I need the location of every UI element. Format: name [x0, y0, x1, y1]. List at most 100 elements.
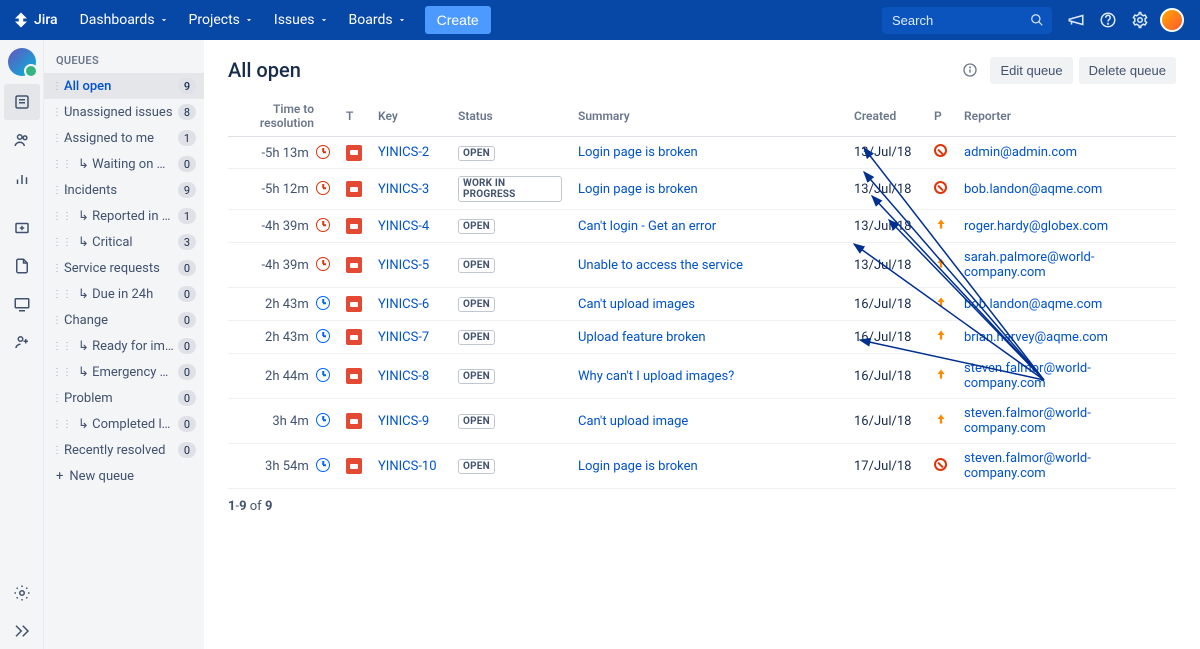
table-row[interactable]: 3h 4m YINICS-9OPENCan't upload image16/J… — [228, 399, 1176, 444]
col-key[interactable]: Key — [370, 96, 450, 137]
settings-icon[interactable] — [1124, 4, 1156, 36]
col-priority[interactable]: P — [926, 96, 956, 137]
issue-key-link[interactable]: YINICS-10 — [378, 459, 437, 474]
queue-item[interactable]: ⋮⋮Service requests0 — [44, 255, 204, 281]
search-input[interactable] — [882, 7, 1052, 34]
priority-high-icon — [934, 217, 948, 231]
reporter-link[interactable]: steven.falmor@world-company.com — [964, 406, 1091, 436]
drag-handle-icon[interactable]: ⋮⋮ — [52, 341, 60, 352]
queue-item[interactable]: ⋮⋮↳ Reported in the la…1 — [44, 203, 204, 229]
summary-link[interactable]: Upload feature broken — [578, 330, 706, 345]
summary-link[interactable]: Can't upload images — [578, 297, 695, 312]
reporter-link[interactable]: bob.landon@aqme.com — [964, 182, 1102, 197]
summary-link[interactable]: Unable to access the service — [578, 258, 743, 273]
col-status[interactable]: Status — [450, 96, 570, 137]
project-avatar[interactable] — [8, 48, 36, 76]
create-button[interactable]: Create — [425, 6, 491, 34]
drag-handle-icon[interactable]: ⋮⋮ — [52, 393, 60, 404]
rail-queues-icon[interactable] — [4, 84, 40, 120]
drag-handle-icon[interactable]: ⋮⋮ — [52, 315, 60, 326]
reporter-link[interactable]: bob.landon@aqme.com — [964, 297, 1102, 312]
col-ttr[interactable]: Time to resolution — [228, 96, 338, 137]
table-row[interactable]: 2h 43m YINICS-7OPENUpload feature broken… — [228, 321, 1176, 354]
summary-link[interactable]: Can't upload image — [578, 414, 688, 429]
drag-handle-icon[interactable]: ⋮⋮ — [52, 367, 60, 378]
summary-link[interactable]: Why can't I upload images? — [578, 369, 734, 384]
table-row[interactable]: 2h 43m YINICS-6OPENCan't upload images16… — [228, 288, 1176, 321]
table-row[interactable]: -4h 39m YINICS-5OPENUnable to access the… — [228, 243, 1176, 288]
delete-queue-button[interactable]: Delete queue — [1079, 57, 1176, 84]
issue-key-link[interactable]: YINICS-7 — [378, 330, 429, 345]
issue-key-link[interactable]: YINICS-2 — [378, 145, 429, 160]
col-type[interactable]: T — [338, 96, 370, 137]
summary-link[interactable]: Login page is broken — [578, 459, 698, 474]
info-icon[interactable] — [956, 56, 984, 84]
reporter-link[interactable]: roger.hardy@globex.com — [964, 219, 1108, 234]
queue-item[interactable]: ⋮⋮Unassigned issues8 — [44, 99, 204, 125]
rail-raise-icon[interactable] — [4, 210, 40, 246]
drag-handle-icon[interactable]: ⋮⋮ — [52, 419, 60, 430]
table-row[interactable]: -5h 12m YINICS-3WORK IN PROGRESSLogin pa… — [228, 169, 1176, 210]
queue-item[interactable]: ⋮⋮↳ Waiting on me0 — [44, 151, 204, 177]
issue-key-link[interactable]: YINICS-4 — [378, 219, 429, 234]
issue-key-link[interactable]: YINICS-5 — [378, 258, 429, 273]
reporter-link[interactable]: brian.harvey@aqme.com — [964, 330, 1108, 345]
edit-queue-button[interactable]: Edit queue — [990, 57, 1072, 84]
drag-handle-icon[interactable]: ⋮⋮ — [52, 289, 60, 300]
issue-key-link[interactable]: YINICS-9 — [378, 414, 429, 429]
queue-item[interactable]: ⋮⋮↳ Emergency change0 — [44, 359, 204, 385]
drag-handle-icon[interactable]: ⋮⋮ — [52, 133, 60, 144]
reporter-link[interactable]: steven.falmor@world-company.com — [964, 451, 1091, 481]
rail-reports-icon[interactable] — [4, 160, 40, 196]
drag-handle-icon[interactable]: ⋮⋮ — [52, 445, 60, 456]
summary-link[interactable]: Can't login - Get an error — [578, 219, 716, 234]
nav-boards[interactable]: Boards — [339, 0, 417, 40]
queue-item[interactable]: ⋮⋮All open9 — [44, 73, 204, 99]
nav-issues[interactable]: Issues — [264, 0, 339, 40]
col-summary[interactable]: Summary — [570, 96, 846, 137]
summary-link[interactable]: Login page is broken — [578, 182, 698, 197]
nav-projects[interactable]: Projects — [179, 0, 264, 40]
rail-customers-icon[interactable] — [4, 122, 40, 158]
jira-logo[interactable]: Jira — [12, 11, 58, 29]
nav-dashboards[interactable]: Dashboards — [70, 0, 179, 40]
megaphone-icon[interactable] — [1060, 4, 1092, 36]
table-row[interactable]: 3h 54m YINICS-10OPENLogin page is broken… — [228, 444, 1176, 489]
issue-key-link[interactable]: YINICS-6 — [378, 297, 429, 312]
drag-handle-icon[interactable]: ⋮⋮ — [52, 107, 60, 118]
queue-item[interactable]: ⋮⋮↳ Ready for implem…0 — [44, 333, 204, 359]
queue-item[interactable]: ⋮⋮↳ Completed last 3…0 — [44, 411, 204, 437]
drag-handle-icon[interactable]: ⋮⋮ — [52, 263, 60, 274]
queue-item[interactable]: ⋮⋮Problem0 — [44, 385, 204, 411]
queue-item[interactable]: ⋮⋮Assigned to me1 — [44, 125, 204, 151]
drag-handle-icon[interactable]: ⋮⋮ — [52, 237, 60, 248]
issue-key-link[interactable]: YINICS-8 — [378, 369, 429, 384]
rail-invite-icon[interactable] — [4, 324, 40, 360]
drag-handle-icon[interactable]: ⋮⋮ — [52, 211, 60, 222]
rail-collapse-icon[interactable] — [4, 613, 40, 649]
rail-kb-icon[interactable] — [4, 248, 40, 284]
queue-item[interactable]: ⋮⋮Incidents9 — [44, 177, 204, 203]
drag-handle-icon[interactable]: ⋮⋮ — [52, 159, 60, 170]
queue-item[interactable]: ⋮⋮Change0 — [44, 307, 204, 333]
rail-channels-icon[interactable] — [4, 286, 40, 322]
reporter-link[interactable]: admin@admin.com — [964, 145, 1077, 160]
reporter-link[interactable]: sarah.palmore@world-company.com — [964, 250, 1094, 280]
queue-item[interactable]: ⋮⋮↳ Critical3 — [44, 229, 204, 255]
table-row[interactable]: 2h 44m YINICS-8OPENWhy can't I upload im… — [228, 354, 1176, 399]
table-row[interactable]: -5h 13m YINICS-2OPENLogin page is broken… — [228, 137, 1176, 169]
table-row[interactable]: -4h 39m YINICS-4OPENCan't login - Get an… — [228, 210, 1176, 243]
new-queue-button[interactable]: + New queue — [44, 463, 204, 490]
col-created[interactable]: Created — [846, 96, 926, 137]
queue-item[interactable]: ⋮⋮↳ Due in 24h0 — [44, 281, 204, 307]
drag-handle-icon[interactable]: ⋮⋮ — [52, 185, 60, 196]
user-avatar[interactable] — [1156, 4, 1188, 36]
queue-item[interactable]: ⋮⋮Recently resolved0 — [44, 437, 204, 463]
drag-handle-icon[interactable]: ⋮⋮ — [52, 81, 60, 92]
issue-key-link[interactable]: YINICS-3 — [378, 182, 429, 197]
summary-link[interactable]: Login page is broken — [578, 145, 698, 160]
col-reporter[interactable]: Reporter — [956, 96, 1176, 137]
reporter-link[interactable]: steven.falmor@world-company.com — [964, 361, 1091, 391]
rail-settings-icon[interactable] — [4, 575, 40, 611]
help-icon[interactable] — [1092, 4, 1124, 36]
